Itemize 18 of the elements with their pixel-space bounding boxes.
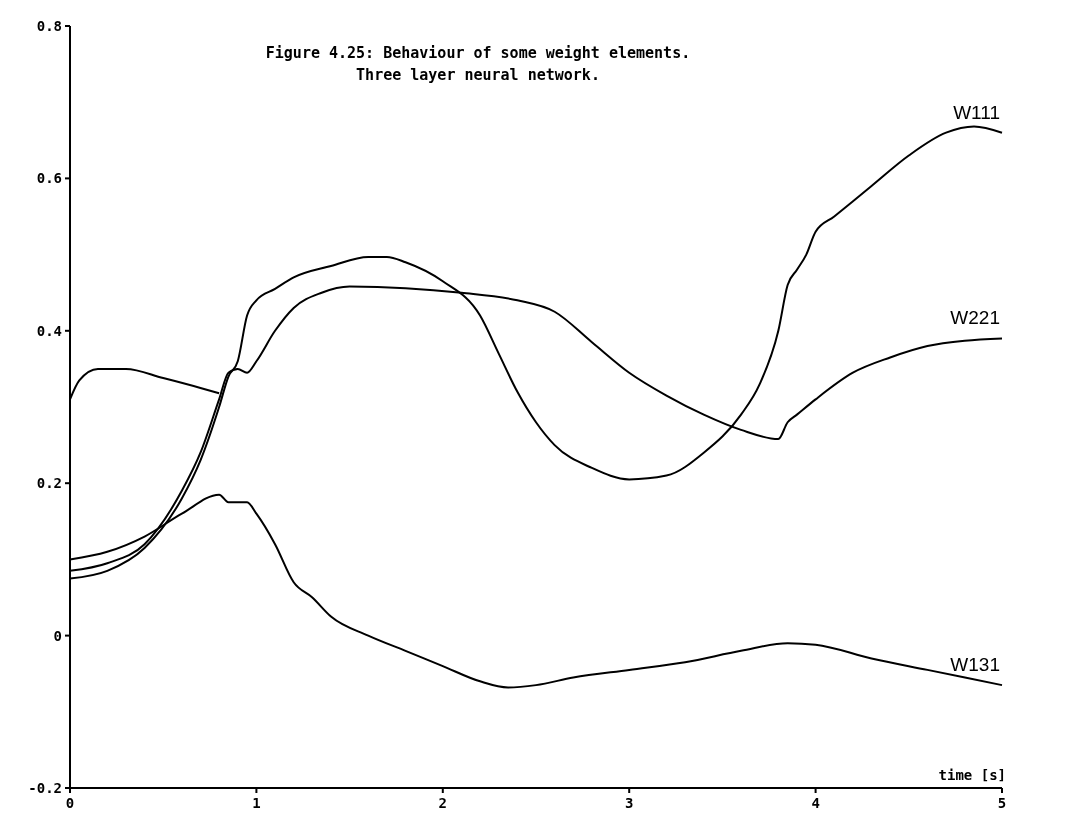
x-tick-label: 1 [252, 795, 261, 811]
x-tick-label: 3 [624, 795, 634, 811]
y-tick-label: 0.2 [36, 475, 62, 492]
x-tick-label: 5 [997, 795, 1007, 811]
text: Figure 4.25: Behaviour of some weight elements. [265, 44, 691, 62]
text: Three layer neural network. [356, 66, 600, 84]
x-tick-label: 0 [65, 795, 75, 811]
series-label: W111 [953, 101, 1000, 123]
y-tick-label: 0.4 [36, 322, 62, 339]
y-tick-label: 0.8 [36, 17, 62, 34]
series-label: W131 [950, 654, 1000, 676]
x-axis-title: time [s] [938, 767, 1006, 783]
y-tick-label: 0 [53, 627, 62, 644]
y-tick-label: -0.2 [28, 779, 62, 796]
y-tick-label: 0.6 [36, 170, 62, 187]
series-label: W221 [950, 307, 1000, 329]
x-tick-label: 2 [438, 795, 448, 811]
x-tick-label: 4 [811, 795, 820, 811]
